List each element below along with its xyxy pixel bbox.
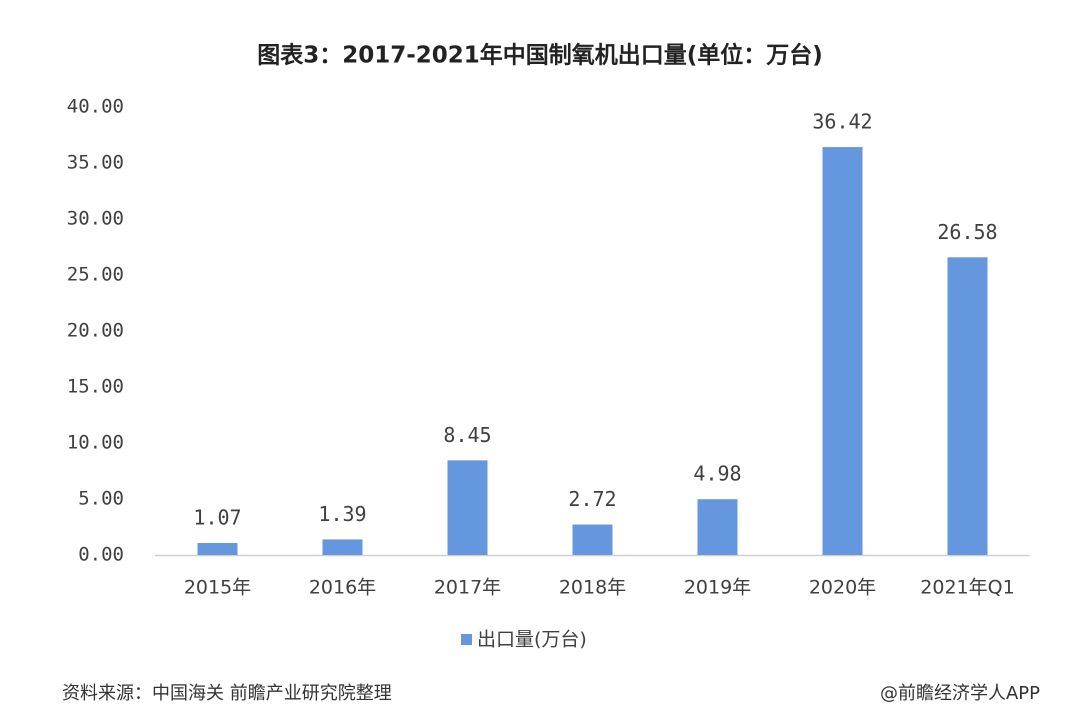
data-label: 1.07 [193,506,241,530]
x-tick-label: 2018年 [559,577,626,599]
source-note: 资料来源：中国海关 前瞻产业研究院整理 [62,683,392,704]
x-tick-label: 2017年 [434,577,501,599]
data-label: 1.39 [318,502,366,526]
y-tick-label: 35.00 [67,152,124,174]
data-label: 26.58 [937,220,997,244]
x-tick-label: 2016年 [309,577,376,599]
x-tick-label: 2019年 [684,577,751,599]
credit: @前瞻经济学人APP [880,683,1040,704]
bar [197,543,238,555]
bar [322,539,363,555]
y-tick-label: 30.00 [67,208,124,230]
x-tick-label: 2020年 [809,577,876,599]
data-label: 4.98 [693,462,741,486]
chart-title: 图表3：2017-2021年中国制氧机出口量(单位：万台) [257,42,823,69]
y-tick-label: 25.00 [67,264,124,286]
y-tick-label: 20.00 [67,320,124,342]
bar [822,147,863,555]
y-tick-label: 40.00 [67,96,124,118]
y-tick-label: 15.00 [67,376,124,398]
data-label: 8.45 [443,423,491,447]
data-label: 36.42 [812,110,872,134]
y-tick-label: 5.00 [78,488,124,510]
x-tick-label: 2021年Q1 [920,577,1014,599]
legend-label: 出口量(万台) [477,629,587,651]
bar [447,460,488,555]
legend-swatch [461,634,472,645]
y-tick-label: 0.00 [78,544,124,566]
bar [697,499,738,555]
bar [947,257,988,555]
bar [572,524,613,555]
data-label: 2.72 [568,487,616,511]
y-tick-label: 10.00 [67,432,124,454]
x-tick-label: 2015年 [184,577,251,599]
